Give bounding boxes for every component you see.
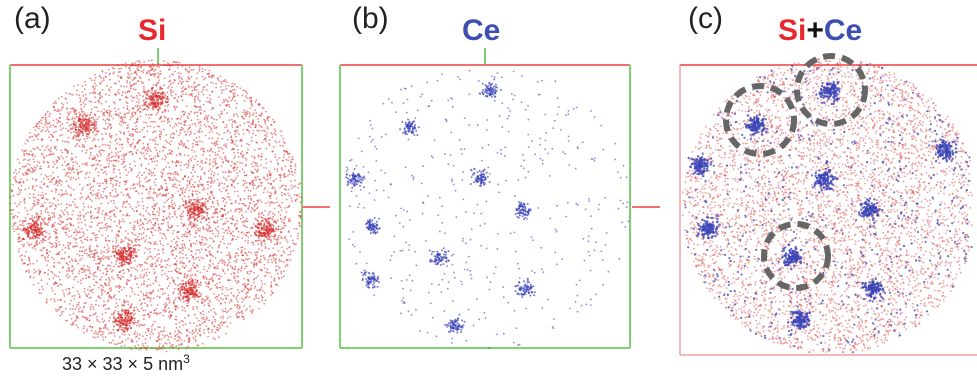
si-atom-map — [9, 59, 303, 353]
panel-c-label: (c) — [688, 2, 723, 35]
panel-b-title: Ce — [462, 14, 501, 47]
scale-label: 33 × 33 × 5 nm3 — [62, 352, 190, 375]
cluster-circle-1 — [723, 83, 797, 157]
cluster-circle-2 — [794, 53, 868, 127]
scale-text: 33 × 33 × 5 nm — [62, 354, 184, 374]
panel-c-title: Si+Ce — [778, 14, 862, 48]
scale-exponent: 3 — [183, 352, 190, 366]
panel-a-title: Si — [138, 14, 167, 47]
panel-b-label: (b) — [352, 2, 389, 35]
cluster-circle-3 — [761, 221, 831, 291]
panel-c-title-ce: Ce — [823, 14, 863, 47]
panel-c-title-si: Si — [778, 14, 807, 47]
panel-c-title-plus: + — [806, 14, 824, 47]
ce-atom-map — [345, 69, 630, 349]
si-ce-overlay-map — [682, 57, 973, 354]
panel-a-label: (a) — [14, 2, 51, 35]
